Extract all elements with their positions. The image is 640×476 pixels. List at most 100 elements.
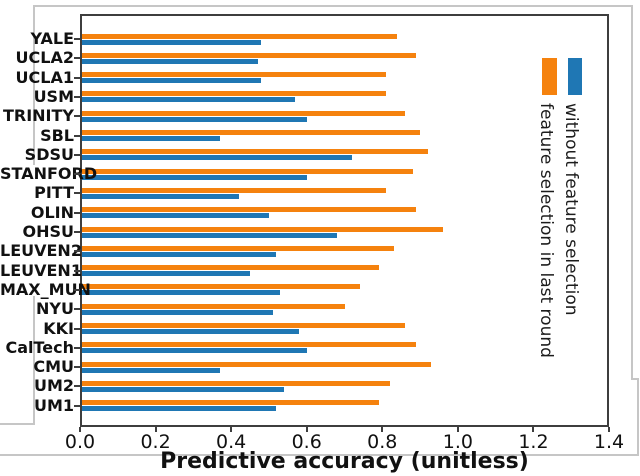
bar-without-feature-selection-CMU <box>80 367 220 373</box>
bar-feature-selection-last-round-KKI <box>80 323 405 328</box>
x-tick-label-0.8: 0.8 <box>367 431 398 453</box>
y-tick-YALE <box>74 38 80 40</box>
figure-border-left-upper <box>33 5 35 165</box>
legend-label-without-feature-selection: without feature selection <box>561 103 581 316</box>
y-tick-OHSU <box>74 231 80 233</box>
figure-border-bottom <box>0 454 639 456</box>
x-tick-1.0 <box>456 427 459 432</box>
bar-feature-selection-last-round-SBL <box>80 130 421 135</box>
legend-swatch-without-feature-selection <box>568 58 582 95</box>
x-tick-0.2 <box>154 427 157 432</box>
bar-without-feature-selection-USM <box>80 97 296 103</box>
figure-border-left-lower <box>33 296 35 424</box>
x-tick-0.6 <box>305 427 308 432</box>
bar-without-feature-selection-LEUVEN2 <box>80 251 277 257</box>
y-tick-PITT <box>74 192 80 195</box>
bar-feature-selection-last-round-SDSU <box>80 149 428 155</box>
bar-feature-selection-last-round-TRINITY <box>80 110 405 116</box>
bar-without-feature-selection-UCLA2 <box>80 58 258 64</box>
y-tick-SBL <box>74 134 80 137</box>
y-label-SDSU: SDSU <box>24 144 74 164</box>
figure-border-top <box>33 5 633 7</box>
bar-without-feature-selection-UM1 <box>80 406 277 412</box>
y-tick-LEUVEN1 <box>74 269 80 272</box>
figure-border-step-bottom-left <box>0 423 35 425</box>
y-label-MAX_MUN: MAX_MUN <box>0 279 91 299</box>
x-tick-label-0.2: 0.2 <box>140 431 171 453</box>
bar-feature-selection-last-round-PITT <box>80 187 387 193</box>
bar-feature-selection-last-round-NYU <box>80 303 345 309</box>
bar-without-feature-selection-SDSU <box>80 155 353 161</box>
bar-feature-selection-last-round-CalTech <box>80 342 417 348</box>
y-label-CMU: CMU <box>33 357 74 377</box>
bar-without-feature-selection-OHSU <box>80 232 337 238</box>
bar-feature-selection-last-round-UM2 <box>80 380 390 386</box>
legend-swatch-feature-selection-last-round <box>542 58 557 95</box>
x-tick-label-1.0: 1.0 <box>442 431 473 453</box>
x-axis-title: Predictive accuracy (unitless) <box>160 449 529 474</box>
bar-feature-selection-last-round-CMU <box>80 361 432 367</box>
bar-without-feature-selection-STANFORD <box>80 174 307 180</box>
y-label-OHSU: OHSU <box>22 222 74 241</box>
x-tick-0.4 <box>230 427 233 432</box>
y-label-UM1: UM1 <box>33 395 74 415</box>
bar-feature-selection-last-round-LEUVEN1 <box>80 265 379 271</box>
y-tick-TRINITY <box>74 115 80 118</box>
figure-border-right-lower <box>637 378 639 456</box>
figure-border-right-upper <box>631 5 633 379</box>
bar-without-feature-selection-UM2 <box>80 386 285 392</box>
y-tick-KKI <box>74 327 80 330</box>
bar-feature-selection-last-round-LEUVEN2 <box>80 245 394 251</box>
y-label-YALE: YALE <box>30 29 74 48</box>
bar-feature-selection-last-round-STANFORD <box>80 168 413 174</box>
x-tick-label-0.4: 0.4 <box>216 431 247 453</box>
bar-feature-selection-last-round-USM <box>80 91 387 97</box>
bar-without-feature-selection-NYU <box>80 309 273 315</box>
bar-without-feature-selection-PITT <box>80 193 239 199</box>
y-tick-STANFORD <box>74 173 80 176</box>
bar-feature-selection-last-round-UCLA2 <box>80 52 417 58</box>
y-tick-SDSU <box>74 153 80 156</box>
bar-feature-selection-last-round-OLIN <box>80 207 417 213</box>
bar-without-feature-selection-MAX_MUN <box>80 290 281 296</box>
x-tick-label-1.4: 1.4 <box>593 431 625 453</box>
y-label-STANFORD: STANFORD <box>0 164 98 184</box>
y-label-UCLA1: UCLA1 <box>15 67 74 87</box>
plot-area <box>80 14 609 427</box>
y-tick-CalTech <box>74 346 80 349</box>
y-tick-UCLA1 <box>74 76 80 79</box>
bar-feature-selection-last-round-YALE <box>80 33 398 39</box>
bar-without-feature-selection-OLIN <box>80 213 269 219</box>
y-label-NYU: NYU <box>36 299 74 319</box>
y-label-SBL: SBL <box>40 125 74 145</box>
x-tick-label-0.0: 0.0 <box>64 431 96 453</box>
y-label-UM2: UM2 <box>33 376 74 396</box>
x-tick-1.2 <box>532 427 535 432</box>
x-tick-label-1.2: 1.2 <box>518 431 549 453</box>
y-label-TRINITY: TRINITY <box>2 106 74 126</box>
bar-feature-selection-last-round-UCLA1 <box>80 72 387 78</box>
y-tick-LEUVEN2 <box>74 250 80 253</box>
bar-without-feature-selection-TRINITY <box>80 116 307 122</box>
y-tick-MAX_MUN <box>74 288 80 291</box>
y-label-LEUVEN2: LEUVEN2 <box>0 241 82 261</box>
y-tick-UM1 <box>74 404 80 407</box>
bar-feature-selection-last-round-MAX_MUN <box>80 284 360 290</box>
x-tick-0.8 <box>381 427 384 432</box>
bar-without-feature-selection-SBL <box>80 136 220 141</box>
bar-without-feature-selection-KKI <box>80 329 300 334</box>
bar-without-feature-selection-CalTech <box>80 348 307 354</box>
x-tick-1.4 <box>608 427 610 432</box>
y-tick-UM2 <box>74 385 80 388</box>
y-tick-NYU <box>74 308 80 311</box>
y-tick-UCLA2 <box>74 57 80 60</box>
y-tick-USM <box>74 95 80 98</box>
bar-feature-selection-last-round-OHSU <box>80 226 443 232</box>
y-label-KKI: KKI <box>43 318 74 338</box>
x-tick-label-0.6: 0.6 <box>291 431 322 453</box>
y-label-USM: USM <box>33 86 74 106</box>
x-tick-0.0 <box>79 427 81 432</box>
bar-without-feature-selection-YALE <box>80 39 262 45</box>
figure-border-step-right <box>631 378 639 380</box>
